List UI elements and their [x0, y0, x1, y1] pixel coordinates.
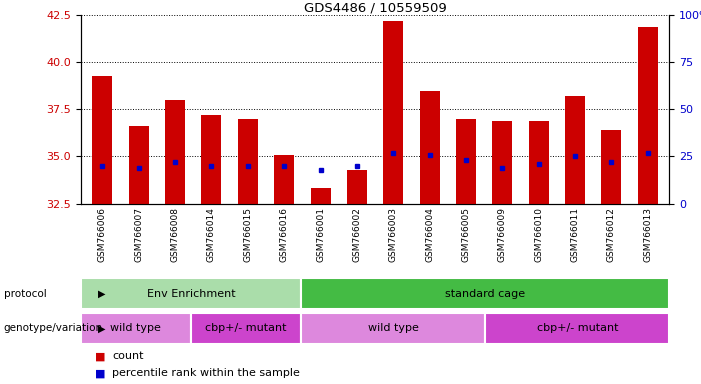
- Bar: [638, 26, 658, 204]
- Bar: [165, 100, 185, 204]
- Bar: [485, 313, 669, 344]
- Bar: [93, 76, 112, 204]
- Bar: [201, 115, 222, 204]
- Text: GSM766008: GSM766008: [170, 207, 179, 262]
- Text: count: count: [112, 351, 144, 361]
- Text: percentile rank within the sample: percentile rank within the sample: [112, 368, 300, 378]
- Bar: [301, 313, 485, 344]
- Bar: [81, 278, 301, 310]
- Bar: [301, 278, 669, 310]
- Text: GSM766016: GSM766016: [280, 207, 289, 262]
- Text: GSM766005: GSM766005: [461, 207, 470, 262]
- Bar: [274, 155, 294, 204]
- Bar: [456, 119, 476, 204]
- Text: GSM766003: GSM766003: [389, 207, 397, 262]
- Text: wild type: wild type: [110, 323, 161, 333]
- Text: GSM766011: GSM766011: [571, 207, 580, 262]
- Bar: [492, 121, 512, 204]
- Text: ▶: ▶: [97, 289, 105, 299]
- Text: Env Enrichment: Env Enrichment: [147, 289, 236, 299]
- Bar: [129, 126, 149, 204]
- Text: GSM766006: GSM766006: [98, 207, 107, 262]
- Text: GSM766014: GSM766014: [207, 207, 216, 262]
- Text: GSM766002: GSM766002: [353, 207, 361, 262]
- Text: ■: ■: [95, 368, 105, 378]
- Text: GDS4486 / 10559509: GDS4486 / 10559509: [304, 1, 447, 14]
- Text: ■: ■: [95, 351, 105, 361]
- Text: standard cage: standard cage: [445, 289, 526, 299]
- Bar: [529, 121, 549, 204]
- Bar: [601, 130, 621, 204]
- Text: GSM766007: GSM766007: [135, 207, 143, 262]
- Text: cbp+/- mutant: cbp+/- mutant: [205, 323, 287, 333]
- Text: GSM766010: GSM766010: [534, 207, 543, 262]
- Text: cbp+/- mutant: cbp+/- mutant: [537, 323, 618, 333]
- Text: genotype/variation: genotype/variation: [4, 323, 102, 333]
- Bar: [565, 96, 585, 204]
- Text: GSM766015: GSM766015: [243, 207, 252, 262]
- Bar: [81, 313, 191, 344]
- Text: GSM766009: GSM766009: [498, 207, 507, 262]
- Text: GSM766004: GSM766004: [425, 207, 434, 262]
- Text: GSM766001: GSM766001: [316, 207, 325, 262]
- Text: GSM766013: GSM766013: [643, 207, 652, 262]
- Bar: [238, 119, 258, 204]
- Bar: [311, 189, 330, 204]
- Text: protocol: protocol: [4, 289, 46, 299]
- Bar: [347, 170, 367, 204]
- Text: ▶: ▶: [97, 323, 105, 333]
- Bar: [420, 91, 440, 204]
- Bar: [383, 21, 403, 204]
- Text: GSM766012: GSM766012: [607, 207, 615, 262]
- Bar: [191, 313, 301, 344]
- Text: wild type: wild type: [368, 323, 419, 333]
